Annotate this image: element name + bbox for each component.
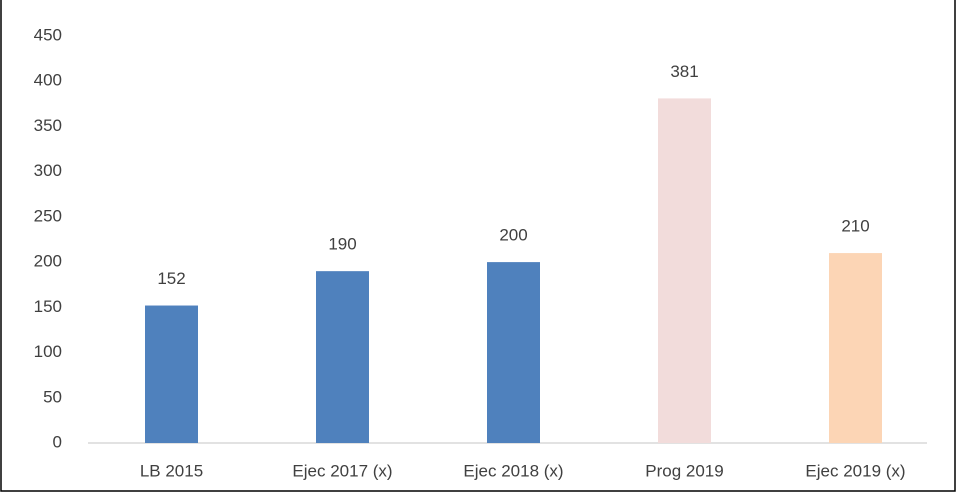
data-label: 152 xyxy=(157,269,185,288)
y-tick-label: 0 xyxy=(53,432,62,451)
y-tick-label: 450 xyxy=(34,25,62,44)
bar xyxy=(145,305,198,443)
bar xyxy=(316,271,369,443)
y-tick-label: 100 xyxy=(34,342,62,361)
data-label: 381 xyxy=(670,62,698,81)
y-tick-label: 250 xyxy=(34,206,62,225)
y-tick-label: 150 xyxy=(34,297,62,316)
y-tick-label: 50 xyxy=(43,387,62,406)
x-tick-label: LB 2015 xyxy=(140,461,203,480)
y-tick-label: 350 xyxy=(34,116,62,135)
data-label: 190 xyxy=(328,235,356,254)
data-label: 200 xyxy=(499,226,527,245)
bar xyxy=(658,98,711,443)
x-tick-label: Ejec 2018 (x) xyxy=(463,461,563,480)
y-tick-label: 200 xyxy=(34,252,62,271)
x-tick-label: Ejec 2019 (x) xyxy=(805,461,905,480)
bar xyxy=(487,262,540,443)
data-label: 210 xyxy=(841,217,869,236)
y-tick-label: 400 xyxy=(34,71,62,90)
x-tick-label: Prog 2019 xyxy=(645,461,723,480)
x-tick-label: Ejec 2017 (x) xyxy=(292,461,392,480)
bar xyxy=(829,253,882,443)
y-tick-label: 300 xyxy=(34,161,62,180)
